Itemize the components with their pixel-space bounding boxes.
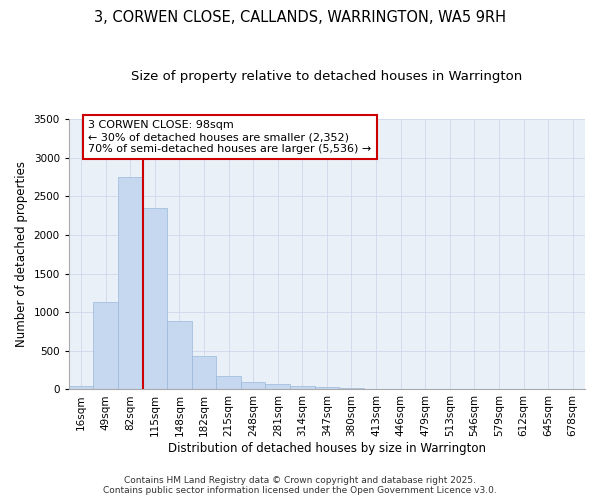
Bar (167, 322, 192, 390)
Bar (339, 388, 364, 390)
Text: 3 CORWEN CLOSE: 98sqm
← 30% of detached houses are smaller (2,352)
70% of semi-d: 3 CORWEN CLOSE: 98sqm ← 30% of detached … (88, 120, 372, 154)
Bar (241, 382, 265, 390)
Bar (265, 384, 290, 390)
Bar (192, 356, 217, 390)
X-axis label: Distribution of detached houses by size in Warrington: Distribution of detached houses by size … (168, 442, 486, 455)
Bar (69, 386, 94, 390)
Bar (94, 302, 118, 390)
Bar (314, 387, 339, 390)
Text: 3, CORWEN CLOSE, CALLANDS, WARRINGTON, WA5 9RH: 3, CORWEN CLOSE, CALLANDS, WARRINGTON, W… (94, 10, 506, 25)
Bar (364, 388, 388, 390)
Title: Size of property relative to detached houses in Warrington: Size of property relative to detached ho… (131, 70, 523, 83)
Y-axis label: Number of detached properties: Number of detached properties (15, 161, 28, 347)
Text: Contains HM Land Registry data © Crown copyright and database right 2025.
Contai: Contains HM Land Registry data © Crown c… (103, 476, 497, 495)
Bar (290, 386, 314, 390)
Bar (217, 376, 241, 390)
Bar (143, 208, 167, 390)
Bar (118, 177, 143, 390)
